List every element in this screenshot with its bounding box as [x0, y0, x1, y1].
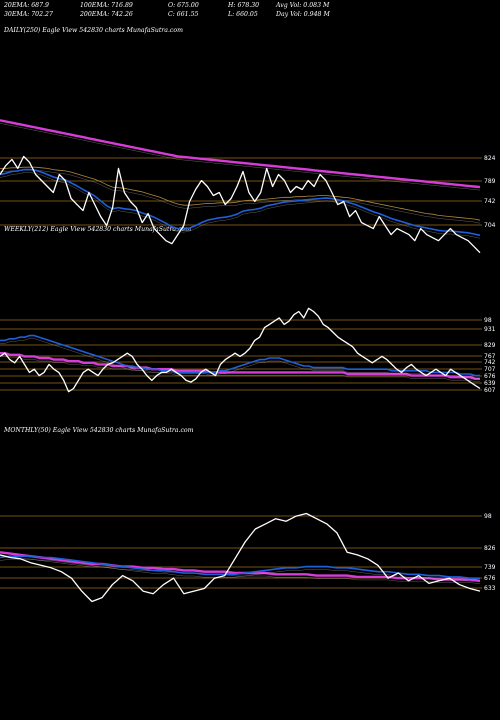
level-label: 742: [484, 359, 496, 366]
level-label: 742: [484, 198, 496, 205]
level-label: 607: [484, 387, 496, 394]
ema-magenta-line: [0, 119, 481, 189]
level-label: 824: [484, 155, 496, 162]
daily-panel-label: DAILY(250) Eagle View 542830 charts Muna…: [4, 27, 183, 34]
level-label: 789: [484, 178, 496, 185]
day-vol-readout: Day Vol: 0.948 M: [276, 11, 330, 18]
ohlc-header-row-1: 20EMA: 687.9 100EMA: 716.89 O: 675.00 H: 67…: [4, 2, 329, 9]
price-line: [0, 512, 481, 603]
level-label: 639: [484, 380, 496, 387]
level-label: 739: [484, 564, 496, 571]
level-label: 98: [484, 317, 492, 324]
ema100-readout: 100EMA: 716.89: [80, 2, 133, 9]
high-readout: H: 678.30: [228, 2, 260, 9]
ema-magenta-band: [0, 555, 481, 585]
level-label: 826: [484, 545, 496, 552]
avg-vol-readout: Avg Vol: 0.083 M: [276, 2, 330, 9]
ema-gold-line: [0, 166, 481, 221]
ema-blue-line: [0, 555, 480, 580]
level-label: 676: [484, 575, 496, 582]
low-readout: L: 660.05: [228, 11, 258, 18]
level-label: 767: [484, 353, 496, 360]
open-readout: O: 675.00: [168, 2, 199, 9]
close-readout: C: 661.55: [168, 11, 199, 18]
ema20-readout: 20EMA: 687.9: [4, 2, 49, 9]
ohlc-header-row-2: 30EMA: 702.27 200EMA: 742.26 C: 661.55 L: 6…: [4, 11, 330, 18]
price-line: [0, 155, 481, 254]
ema-gold-band: [0, 169, 481, 224]
level-label: 829: [484, 342, 496, 349]
price-line: [0, 307, 481, 393]
ema30-readout: 30EMA: 702.27: [4, 11, 53, 18]
ema-blue-line: [0, 168, 481, 237]
ema-magenta-band: [0, 123, 481, 191]
ema200-readout: 200EMA: 742.26: [80, 11, 133, 18]
level-label: 98: [484, 513, 492, 520]
level-label: 704: [484, 222, 496, 229]
monthly-panel-label: MONTHLY(50) Eagle View 542830 charts Mun…: [4, 427, 194, 434]
level-label: 676: [484, 373, 496, 380]
ema-magenta-band: [0, 355, 480, 383]
level-label: 707: [484, 366, 496, 373]
ema-blue-band: [0, 558, 480, 582]
level-label: 931: [484, 326, 496, 333]
level-label: 633: [484, 585, 496, 592]
ema-blue-band: [0, 338, 480, 379]
ema-blue-band: [0, 172, 481, 239]
weekly-panel-label: WEEKLY(212) Eagle View 542830 charts Mun…: [4, 226, 192, 233]
